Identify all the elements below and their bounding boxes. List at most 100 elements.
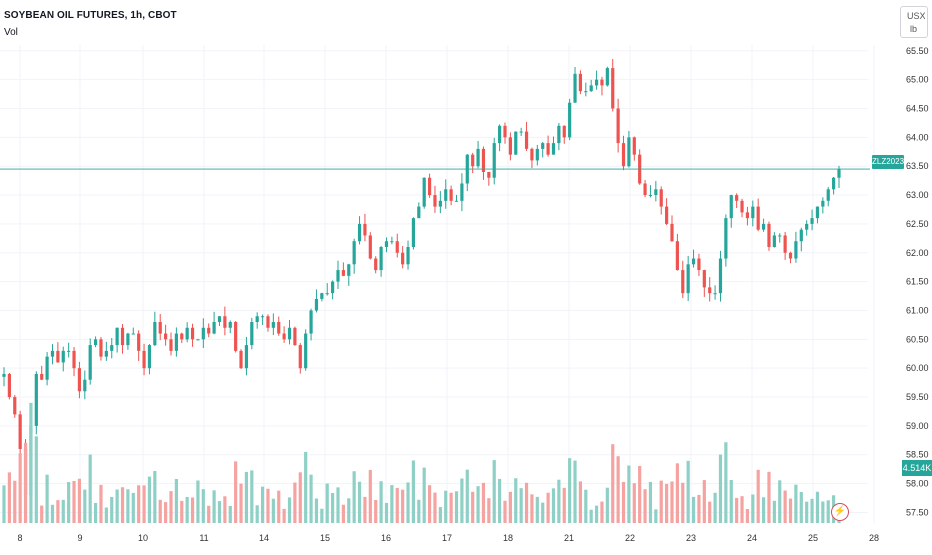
volume-bar — [498, 478, 502, 523]
x-tick-label: 23 — [686, 533, 696, 543]
volume-bar — [331, 493, 335, 523]
candle-body — [357, 223, 362, 242]
candle-body — [713, 293, 717, 295]
volume-bar — [454, 491, 459, 523]
volume-bar — [519, 488, 523, 523]
volume-bar — [320, 508, 324, 523]
candle-body — [573, 73, 577, 103]
candle-body — [72, 350, 76, 369]
volume-bar — [110, 496, 114, 523]
volume-bar — [153, 471, 157, 523]
unit-bottom-label: lb — [910, 24, 918, 34]
candle-body — [605, 68, 609, 86]
x-tick-label: 8 — [17, 533, 22, 543]
volume-bar — [390, 485, 394, 523]
volume-bar — [83, 489, 87, 523]
y-tick-label: 60.00 — [906, 363, 929, 373]
volume-bar — [788, 498, 793, 523]
volume-bar — [541, 502, 545, 523]
candle-body — [832, 177, 836, 190]
candle-body — [530, 148, 534, 161]
volume-bar — [363, 496, 367, 523]
candle-body — [174, 333, 178, 351]
candle-body — [83, 379, 87, 392]
candle-body — [293, 327, 297, 346]
y-tick-label: 64.00 — [906, 132, 929, 142]
volume-bar — [535, 496, 539, 523]
volume-bar — [573, 460, 577, 523]
candle-body — [643, 183, 647, 196]
volume-bar — [384, 502, 389, 523]
candle-body — [271, 322, 275, 328]
y-tick-label: 62.00 — [906, 248, 929, 258]
candle-body — [449, 189, 453, 201]
volume-bar — [476, 486, 480, 523]
candle-body — [180, 333, 184, 340]
candle-body — [578, 73, 583, 92]
candle-body — [621, 143, 626, 167]
volume-bar — [277, 490, 281, 523]
volume-bar — [93, 502, 98, 523]
candle-body — [735, 195, 739, 201]
volume-bar — [600, 501, 604, 523]
candle-body — [336, 270, 340, 282]
volume-bar — [266, 488, 270, 523]
volume-bar — [244, 471, 249, 523]
candle-body — [740, 200, 744, 213]
volume-bar — [282, 508, 286, 523]
volume-bar — [56, 500, 60, 523]
candle-body — [729, 195, 733, 219]
volume-bar — [702, 480, 706, 523]
price-unit-selector[interactable]: USX lb — [900, 6, 928, 38]
candle-body — [751, 206, 755, 219]
candle-body — [368, 235, 372, 259]
volume-bar — [648, 481, 653, 523]
volume-bar — [508, 491, 512, 523]
volume-bar — [217, 501, 222, 523]
candle-body — [99, 339, 103, 357]
volume-bar — [524, 482, 529, 523]
volume-bar — [605, 487, 609, 523]
volume-bar — [223, 496, 227, 523]
candle-body — [374, 258, 378, 271]
candle-body — [120, 327, 125, 346]
volume-bar — [260, 486, 265, 523]
candle-body — [427, 177, 432, 196]
x-tick-label: 14 — [259, 533, 269, 543]
lightning-icon[interactable]: ⚡ — [831, 503, 849, 521]
candle-body — [627, 137, 631, 167]
candle-body — [632, 137, 636, 155]
y-tick-label: 65.50 — [906, 46, 929, 56]
volume-bar — [783, 490, 787, 523]
volume-bar — [826, 500, 830, 523]
candle-body — [18, 414, 22, 449]
candle-body — [115, 327, 119, 346]
candle-body — [228, 322, 232, 328]
candle-body — [153, 322, 157, 346]
volume-bar — [357, 481, 362, 523]
volume-bar — [713, 492, 717, 523]
volume-bar — [228, 505, 232, 523]
candle-body — [406, 246, 410, 265]
volume-bar — [675, 463, 679, 523]
volume-bar — [481, 482, 486, 523]
volume-bar — [185, 496, 189, 523]
candle-body — [347, 264, 351, 276]
volume-bar — [99, 484, 103, 523]
volume-bar — [234, 461, 238, 523]
volume-bar — [745, 508, 750, 523]
candle-body — [395, 241, 399, 253]
candle-body — [287, 327, 292, 340]
volume-bar — [433, 492, 437, 523]
candle-body — [147, 345, 152, 369]
volume-bar — [61, 499, 65, 523]
volume-bar — [697, 494, 701, 523]
volume-bar — [589, 509, 593, 523]
candle-body — [244, 345, 249, 369]
candle-body — [384, 241, 389, 247]
x-tick-label: 10 — [138, 533, 148, 543]
candle-body — [519, 131, 523, 133]
volume-bar — [557, 479, 561, 523]
y-tick-label: 63.00 — [906, 190, 929, 200]
